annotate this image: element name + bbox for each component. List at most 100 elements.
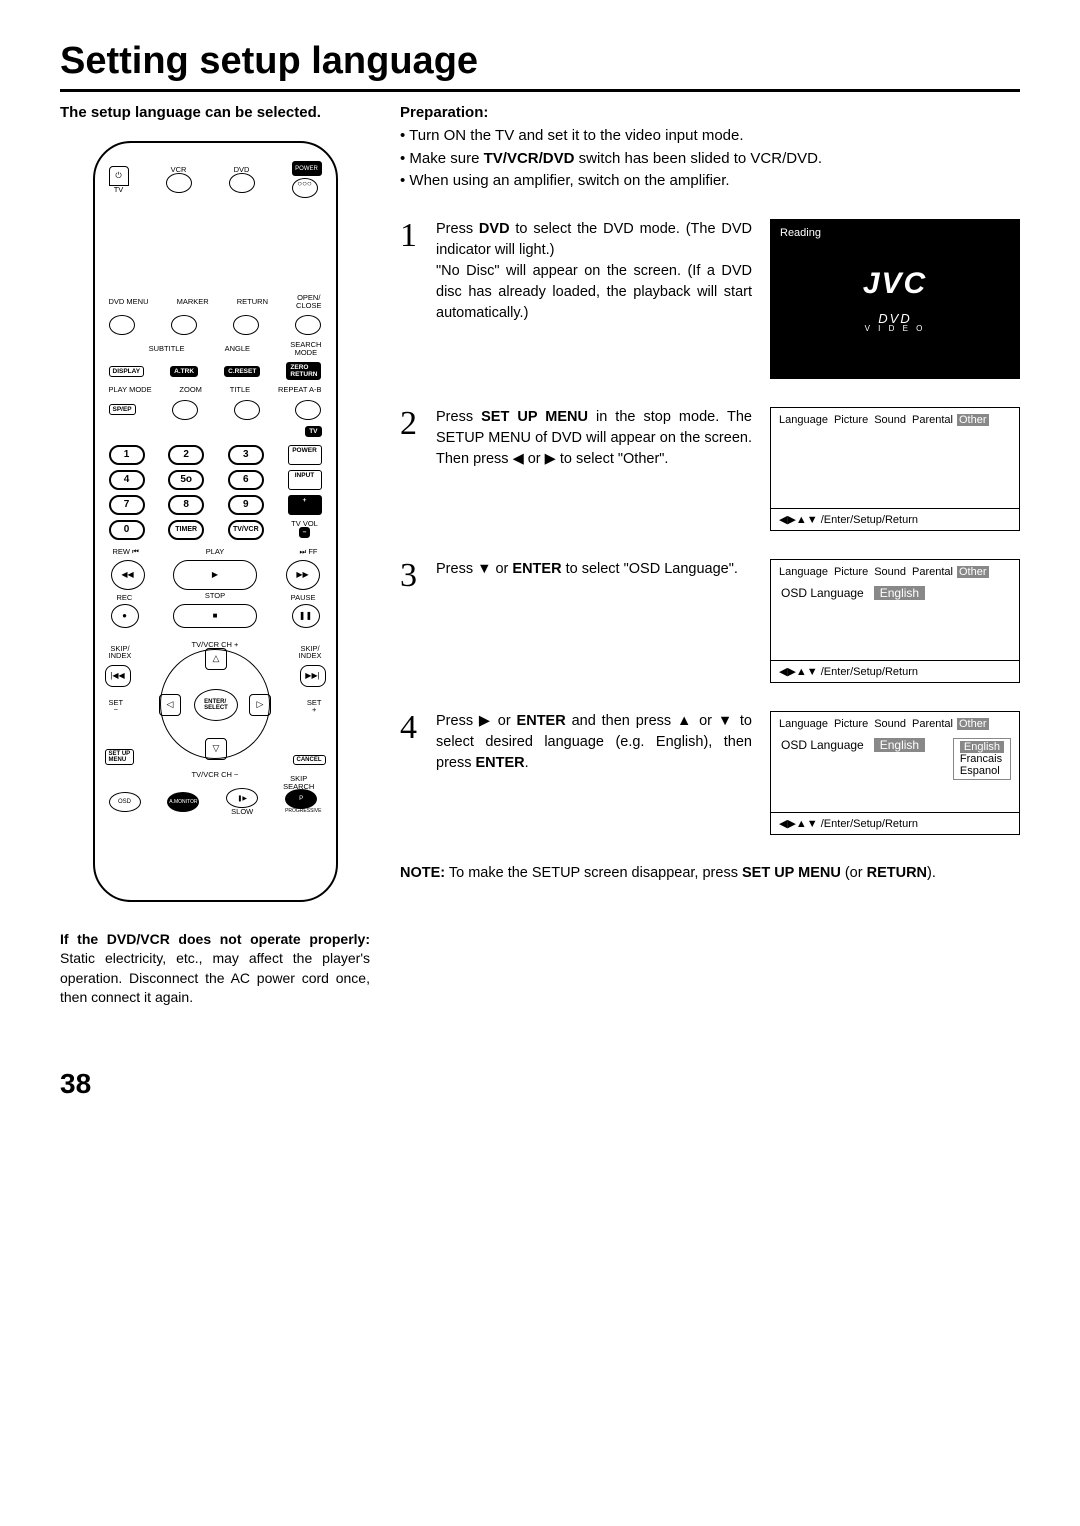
return-label: RETURN	[237, 298, 268, 306]
display-btn: DISPLAY	[109, 366, 145, 377]
return-btn	[233, 315, 259, 335]
opt-francais: Francais	[960, 753, 1004, 765]
tab-parental: Parental	[910, 414, 955, 426]
power-label: POWER	[292, 161, 322, 176]
step-4-text: Press ▶ or ENTER and then press ▲ or ▼ t…	[436, 711, 752, 774]
atrk-btn: A.TRK	[170, 366, 198, 377]
step-number: 2	[400, 407, 424, 531]
stop-btn: ■	[173, 604, 257, 628]
play-label: PLAY	[206, 548, 225, 556]
tab-language: Language	[777, 566, 830, 578]
nav-footer: ◀▶▲▼ /Enter/Setup/Return	[771, 508, 1019, 530]
tv-label: TV	[109, 186, 129, 194]
prep-item: Turn ON the TV and set it to the video i…	[400, 125, 1020, 148]
rew-btn: ◀◀	[111, 560, 145, 590]
step-number: 1	[400, 219, 424, 379]
nav-ring: △ ▽ ◁ ▷ ENTER/ SELECT	[160, 649, 270, 759]
slow-btn: ❚▶	[226, 788, 258, 808]
vcr-button	[166, 173, 192, 193]
ff-label: ⏭ FF	[299, 548, 317, 556]
intro-text: The setup language can be selected.	[60, 104, 370, 121]
dvd-button	[229, 173, 255, 193]
num-6: 6	[228, 470, 264, 490]
num-1: 1	[109, 445, 145, 465]
tab-language: Language	[777, 414, 830, 426]
remote-control-diagram: ⏻ TV VCR DVD POWER ○○○ DVD ME	[93, 141, 338, 902]
rew-label: REW ⏮	[113, 548, 139, 556]
tab-sound: Sound	[872, 414, 908, 426]
tab-other: Other	[957, 566, 989, 578]
prep-list: Turn ON the TV and set it to the video i…	[400, 125, 1020, 193]
nav-right: ▷	[249, 694, 271, 716]
nav-footer: ◀▶▲▼ /Enter/Setup/Return	[771, 812, 1019, 834]
openclose-label: OPEN/ CLOSE	[296, 294, 321, 309]
tvvol-label: TV VOL	[291, 520, 318, 528]
repeat-btn	[295, 400, 321, 420]
num-0: 0	[109, 520, 145, 540]
nav-down: ▽	[205, 738, 227, 760]
stop-label: STOP	[205, 592, 225, 600]
tab-sound: Sound	[872, 718, 908, 730]
side-plus: +	[288, 495, 322, 515]
page-number: 38	[60, 1068, 1020, 1100]
amonitor-btn: A.MONITOR	[167, 792, 199, 812]
osd-language-label: OSD Language	[781, 738, 864, 752]
osd-language-value: English	[874, 738, 925, 752]
dvd-label: DVD	[229, 166, 255, 174]
note-text: NOTE: To make the SETUP screen disappear…	[400, 863, 1020, 885]
tab-picture: Picture	[832, 414, 870, 426]
rec-btn: ●	[111, 604, 139, 628]
right-column: Preparation: Turn ON the TV and set it t…	[400, 104, 1020, 1008]
step-3: 3 Press ▼ or ENTER to select "OSD Langua…	[400, 559, 1020, 683]
step-1-screen: Reading JVC DVD V I D E O	[770, 219, 1020, 379]
step-2-text: Press SET UP MENU in the stop mode. The …	[436, 407, 752, 470]
step-4: 4 Press ▶ or ENTER and then press ▲ or ▼…	[400, 711, 1020, 835]
tab-other: Other	[957, 718, 989, 730]
title-btn	[234, 400, 260, 420]
tvvcrch-label: TV/VCR CH +	[192, 641, 239, 649]
play-btn: ▶	[173, 560, 257, 590]
slow-label: SLOW	[226, 808, 258, 816]
progressive-label: PROGRESSIVE	[285, 809, 321, 814]
rec-label: REC	[117, 594, 133, 602]
angle-label: ANGLE	[225, 345, 250, 353]
reading-label: Reading	[780, 227, 1010, 239]
osd-language-value: English	[874, 586, 925, 600]
opt-espanol: Espanol	[960, 765, 1004, 777]
power-button: ○○○	[292, 178, 318, 198]
side-tv: TV	[305, 426, 321, 437]
num-9: 9	[228, 495, 264, 515]
content-columns: The setup language can be selected. ⏻ TV…	[60, 104, 1020, 1008]
vcr-label: VCR	[166, 166, 192, 174]
creset-btn: C.RESET	[224, 366, 260, 377]
tab-picture: Picture	[832, 718, 870, 730]
language-dropdown: English Francais Espanol	[953, 738, 1011, 780]
step-4-screen: Language Picture Sound Parental Other OS…	[770, 711, 1020, 835]
step-2: 2 Press SET UP MENU in the stop mode. Th…	[400, 407, 1020, 531]
tab-language: Language	[777, 718, 830, 730]
setup-menu-btn: SET UP MENU	[105, 749, 135, 765]
step-3-screen: Language Picture Sound Parental Other OS…	[770, 559, 1020, 683]
skip-label-l: SKIP/ INDEX	[109, 645, 132, 660]
tab-picture: Picture	[832, 566, 870, 578]
tab-parental: Parental	[910, 566, 955, 578]
pause-btn: ❚❚	[292, 604, 320, 628]
zoom-btn	[172, 400, 198, 420]
side-input: INPUT	[288, 470, 322, 490]
skipsearch-label: SKIP SEARCH	[283, 775, 314, 790]
step-number: 3	[400, 559, 424, 683]
nav-up: △	[205, 648, 227, 670]
dvdmenu-label: DVD MENU	[109, 298, 149, 306]
num-8: 8	[168, 495, 204, 515]
marker-label: MARKER	[177, 298, 209, 306]
openclose-btn	[295, 315, 321, 335]
page-title: Setting setup language	[60, 40, 1020, 92]
prep-heading: Preparation:	[400, 104, 1020, 121]
timer-btn: TIMER	[168, 520, 204, 540]
step-number: 4	[400, 711, 424, 835]
jvc-logo: JVC	[780, 267, 1010, 301]
repeatab-label: REPEAT A-B	[278, 386, 322, 394]
osd-language-label: OSD Language	[781, 586, 864, 600]
num-3: 3	[228, 445, 264, 465]
prep-item: Make sure TV/VCR/DVD switch has been sli…	[400, 148, 1020, 171]
